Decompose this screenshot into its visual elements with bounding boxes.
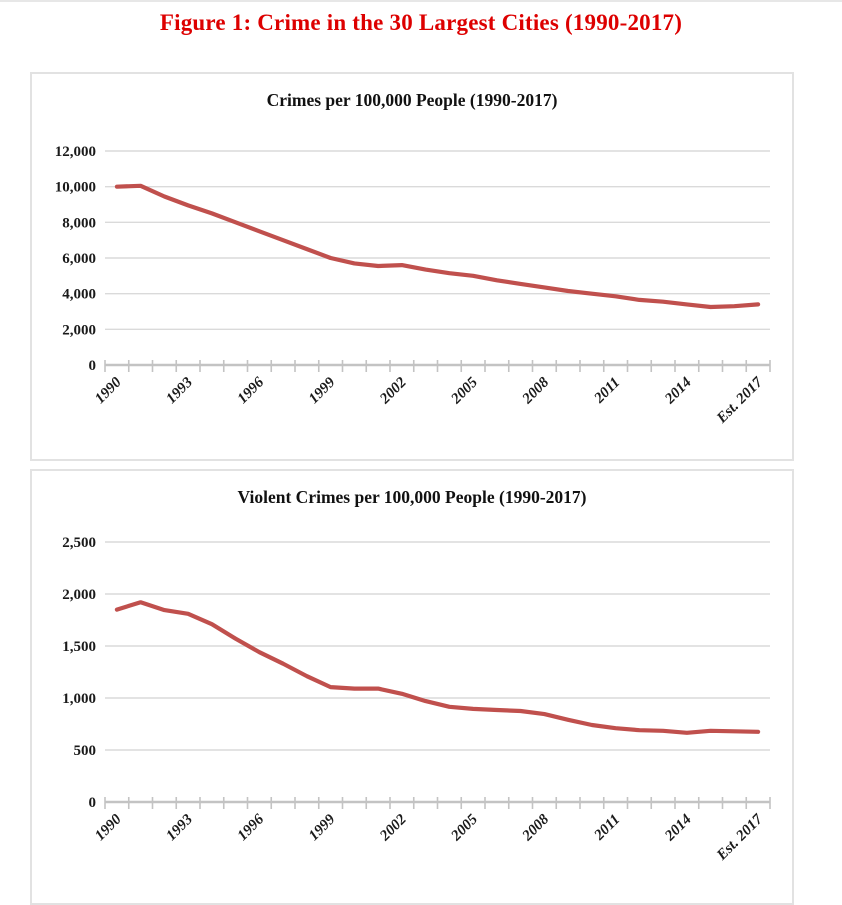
svg-text:1993: 1993 [163,374,196,407]
violent-crime-chart-title: Violent Crimes per 100,000 People (1990-… [237,487,587,507]
svg-text:10,000: 10,000 [55,180,96,196]
svg-text:8,000: 8,000 [62,215,96,231]
svg-text:500: 500 [74,743,97,759]
svg-text:2,500: 2,500 [62,535,96,551]
total-crime-line-chart: 0 2,000 4,000 6,000 8,000 10,000 12,000 1990 199… [55,144,771,427]
svg-text:0: 0 [89,795,97,811]
svg-text:1,000: 1,000 [62,691,96,707]
violent-crime-line-chart: 0 500 1,000 1,500 2,000 2,500 1990 1993 1996 1999… [62,535,771,864]
svg-text:2,000: 2,000 [62,587,96,603]
svg-text:2002: 2002 [376,374,410,408]
svg-text:4,000: 4,000 [62,287,96,303]
total-crime-chart-panel: Crimes per 100,000 People (1990-2017) 0 2… [30,72,794,461]
svg-text:1996: 1996 [235,374,268,407]
svg-text:2005: 2005 [448,811,482,845]
figure-title: Figure 1: Crime in the 30 Largest Cities… [159,10,683,35]
svg-text:1990: 1990 [92,374,125,407]
svg-text:1993: 1993 [163,811,196,844]
svg-text:1999: 1999 [306,374,339,407]
svg-text:1996: 1996 [235,811,268,844]
svg-text:12,000: 12,000 [55,144,96,160]
violent-crime-chart-panel: Violent Crimes per 100,000 People (1990-… [30,469,794,905]
svg-text:1999: 1999 [306,811,339,844]
svg-text:2014: 2014 [661,374,695,408]
svg-text:2014: 2014 [661,811,695,845]
svg-text:Est. 2017: Est. 2017 [713,374,766,427]
top-divider [0,0,842,2]
svg-text:2011: 2011 [591,812,624,845]
svg-text:2005: 2005 [448,374,482,408]
svg-text:2008: 2008 [519,811,553,845]
svg-text:Est. 2017: Est. 2017 [713,811,766,864]
svg-text:6,000: 6,000 [62,251,96,267]
svg-text:1,500: 1,500 [62,639,96,655]
svg-text:1990: 1990 [92,811,125,844]
svg-text:2008: 2008 [519,374,553,408]
svg-text:2011: 2011 [591,375,624,408]
svg-text:2,000: 2,000 [62,322,96,338]
svg-text:2002: 2002 [376,811,410,845]
svg-text:0: 0 [89,358,97,374]
total-crime-chart-title: Crimes per 100,000 People (1990-2017) [266,90,558,110]
